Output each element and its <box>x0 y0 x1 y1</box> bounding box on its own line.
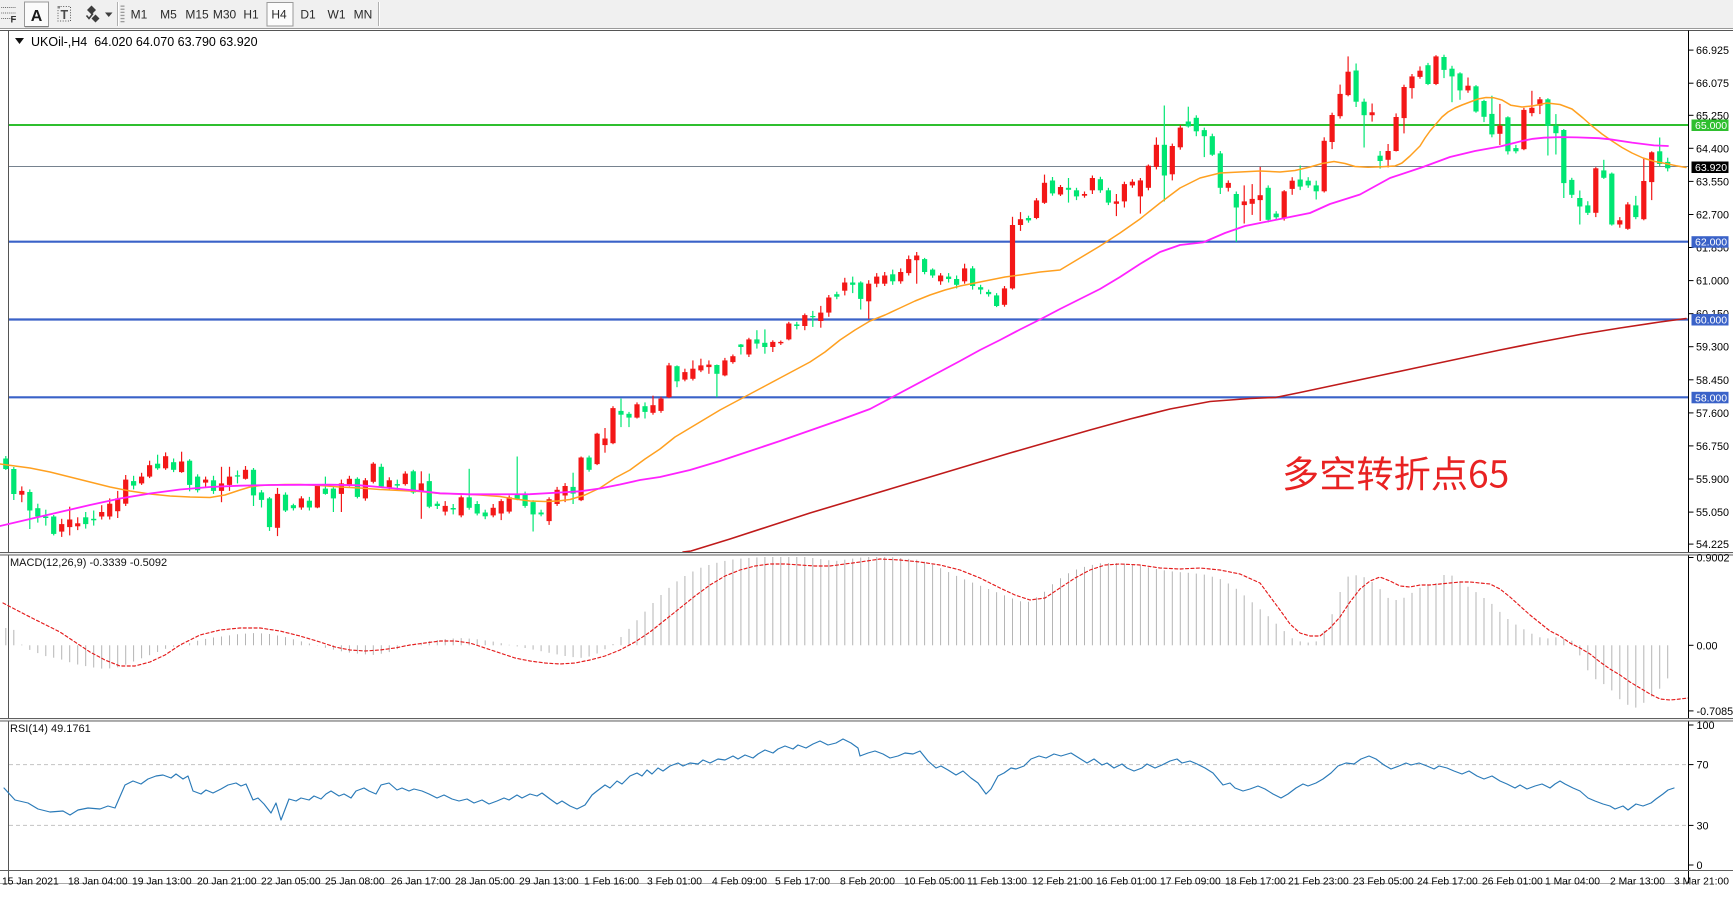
svg-text:18 Jan 04:00: 18 Jan 04:00 <box>68 877 128 888</box>
svg-text:100: 100 <box>1697 720 1715 732</box>
svg-text:0.9002: 0.9002 <box>1697 553 1730 565</box>
svg-text:55.050: 55.050 <box>1696 507 1729 519</box>
svg-text:61.000: 61.000 <box>1696 276 1729 288</box>
svg-text:17 Feb 09:00: 17 Feb 09:00 <box>1160 877 1221 888</box>
svg-text:65.000: 65.000 <box>1695 120 1727 132</box>
svg-text:66.925: 66.925 <box>1696 45 1729 57</box>
svg-text:70: 70 <box>1697 760 1709 772</box>
svg-text:M30: M30 <box>213 8 237 22</box>
svg-text:12 Feb 21:00: 12 Feb 21:00 <box>1032 877 1093 888</box>
svg-text:H4: H4 <box>271 8 287 22</box>
svg-text:22 Jan 05:00: 22 Jan 05:00 <box>261 877 321 888</box>
svg-text:29 Jan 13:00: 29 Jan 13:00 <box>519 877 579 888</box>
svg-text:RSI(14) 49.1761: RSI(14) 49.1761 <box>10 723 91 735</box>
svg-text:16 Feb 01:00: 16 Feb 01:00 <box>1096 877 1157 888</box>
svg-text:21 Feb 23:00: 21 Feb 23:00 <box>1288 877 1349 888</box>
svg-text:4 Feb 09:00: 4 Feb 09:00 <box>712 877 767 888</box>
svg-text:26 Feb 01:00: 26 Feb 01:00 <box>1482 877 1543 888</box>
svg-text:15 Jan 2021: 15 Jan 2021 <box>2 877 59 888</box>
svg-text:8 Feb 20:00: 8 Feb 20:00 <box>840 877 895 888</box>
svg-text:20 Jan 21:00: 20 Jan 21:00 <box>197 877 257 888</box>
svg-text:28 Jan 05:00: 28 Jan 05:00 <box>455 877 515 888</box>
svg-text:0: 0 <box>1697 860 1703 872</box>
svg-text:H1: H1 <box>243 8 259 22</box>
svg-text:MACD(12,26,9) -0.3339 -0.5092: MACD(12,26,9) -0.3339 -0.5092 <box>10 557 167 569</box>
svg-text:F: F <box>11 15 17 26</box>
svg-text:1 Feb 16:00: 1 Feb 16:00 <box>584 877 639 888</box>
svg-text:58.450: 58.450 <box>1696 375 1729 387</box>
svg-text:M1: M1 <box>131 8 148 22</box>
svg-text:A: A <box>31 8 43 25</box>
svg-text:3 Feb 01:00: 3 Feb 01:00 <box>647 877 702 888</box>
svg-text:57.600: 57.600 <box>1696 408 1729 420</box>
svg-text:64.400: 64.400 <box>1696 143 1729 155</box>
svg-text:63.920: 63.920 <box>1695 162 1727 174</box>
svg-text:1 Mar 04:00: 1 Mar 04:00 <box>1545 877 1600 888</box>
svg-text:62.700: 62.700 <box>1696 210 1729 222</box>
svg-text:25 Jan 08:00: 25 Jan 08:00 <box>325 877 385 888</box>
svg-text:M15: M15 <box>185 8 209 22</box>
svg-text:63.550: 63.550 <box>1696 176 1729 188</box>
svg-text:UKOil-,H4 64.020 64.070 63.79: UKOil-,H4 64.020 64.070 63.790 63.920 <box>31 35 258 49</box>
svg-text:23 Feb 05:00: 23 Feb 05:00 <box>1353 877 1414 888</box>
svg-text:2 Mar 13:00: 2 Mar 13:00 <box>1610 877 1665 888</box>
svg-text:60.000: 60.000 <box>1695 315 1727 327</box>
svg-text:58.000: 58.000 <box>1695 392 1727 404</box>
svg-text:MN: MN <box>354 8 373 22</box>
svg-text:19 Jan 13:00: 19 Jan 13:00 <box>132 877 192 888</box>
svg-text:24 Feb 17:00: 24 Feb 17:00 <box>1417 877 1478 888</box>
svg-text:10 Feb 05:00: 10 Feb 05:00 <box>904 877 965 888</box>
svg-text:26 Jan 17:00: 26 Jan 17:00 <box>391 877 451 888</box>
svg-text:62.000: 62.000 <box>1695 237 1727 249</box>
svg-text:3 Mar 21:00: 3 Mar 21:00 <box>1674 877 1729 888</box>
svg-text:59.300: 59.300 <box>1696 342 1729 354</box>
svg-text:T: T <box>60 8 68 22</box>
svg-text:M5: M5 <box>160 8 177 22</box>
svg-text:66.075: 66.075 <box>1696 78 1729 90</box>
svg-text:18 Feb 17:00: 18 Feb 17:00 <box>1225 877 1286 888</box>
svg-text:D1: D1 <box>300 8 316 22</box>
svg-text:30: 30 <box>1697 820 1709 832</box>
svg-text:56.750: 56.750 <box>1696 441 1729 453</box>
svg-text:0.00: 0.00 <box>1697 640 1718 652</box>
svg-text:-0.7085: -0.7085 <box>1697 706 1733 718</box>
svg-text:W1: W1 <box>328 8 346 22</box>
svg-text:11 Feb 13:00: 11 Feb 13:00 <box>967 877 1027 888</box>
svg-text:55.900: 55.900 <box>1696 474 1729 486</box>
svg-text:5 Feb 17:00: 5 Feb 17:00 <box>775 877 830 888</box>
svg-text:54.225: 54.225 <box>1696 539 1729 551</box>
